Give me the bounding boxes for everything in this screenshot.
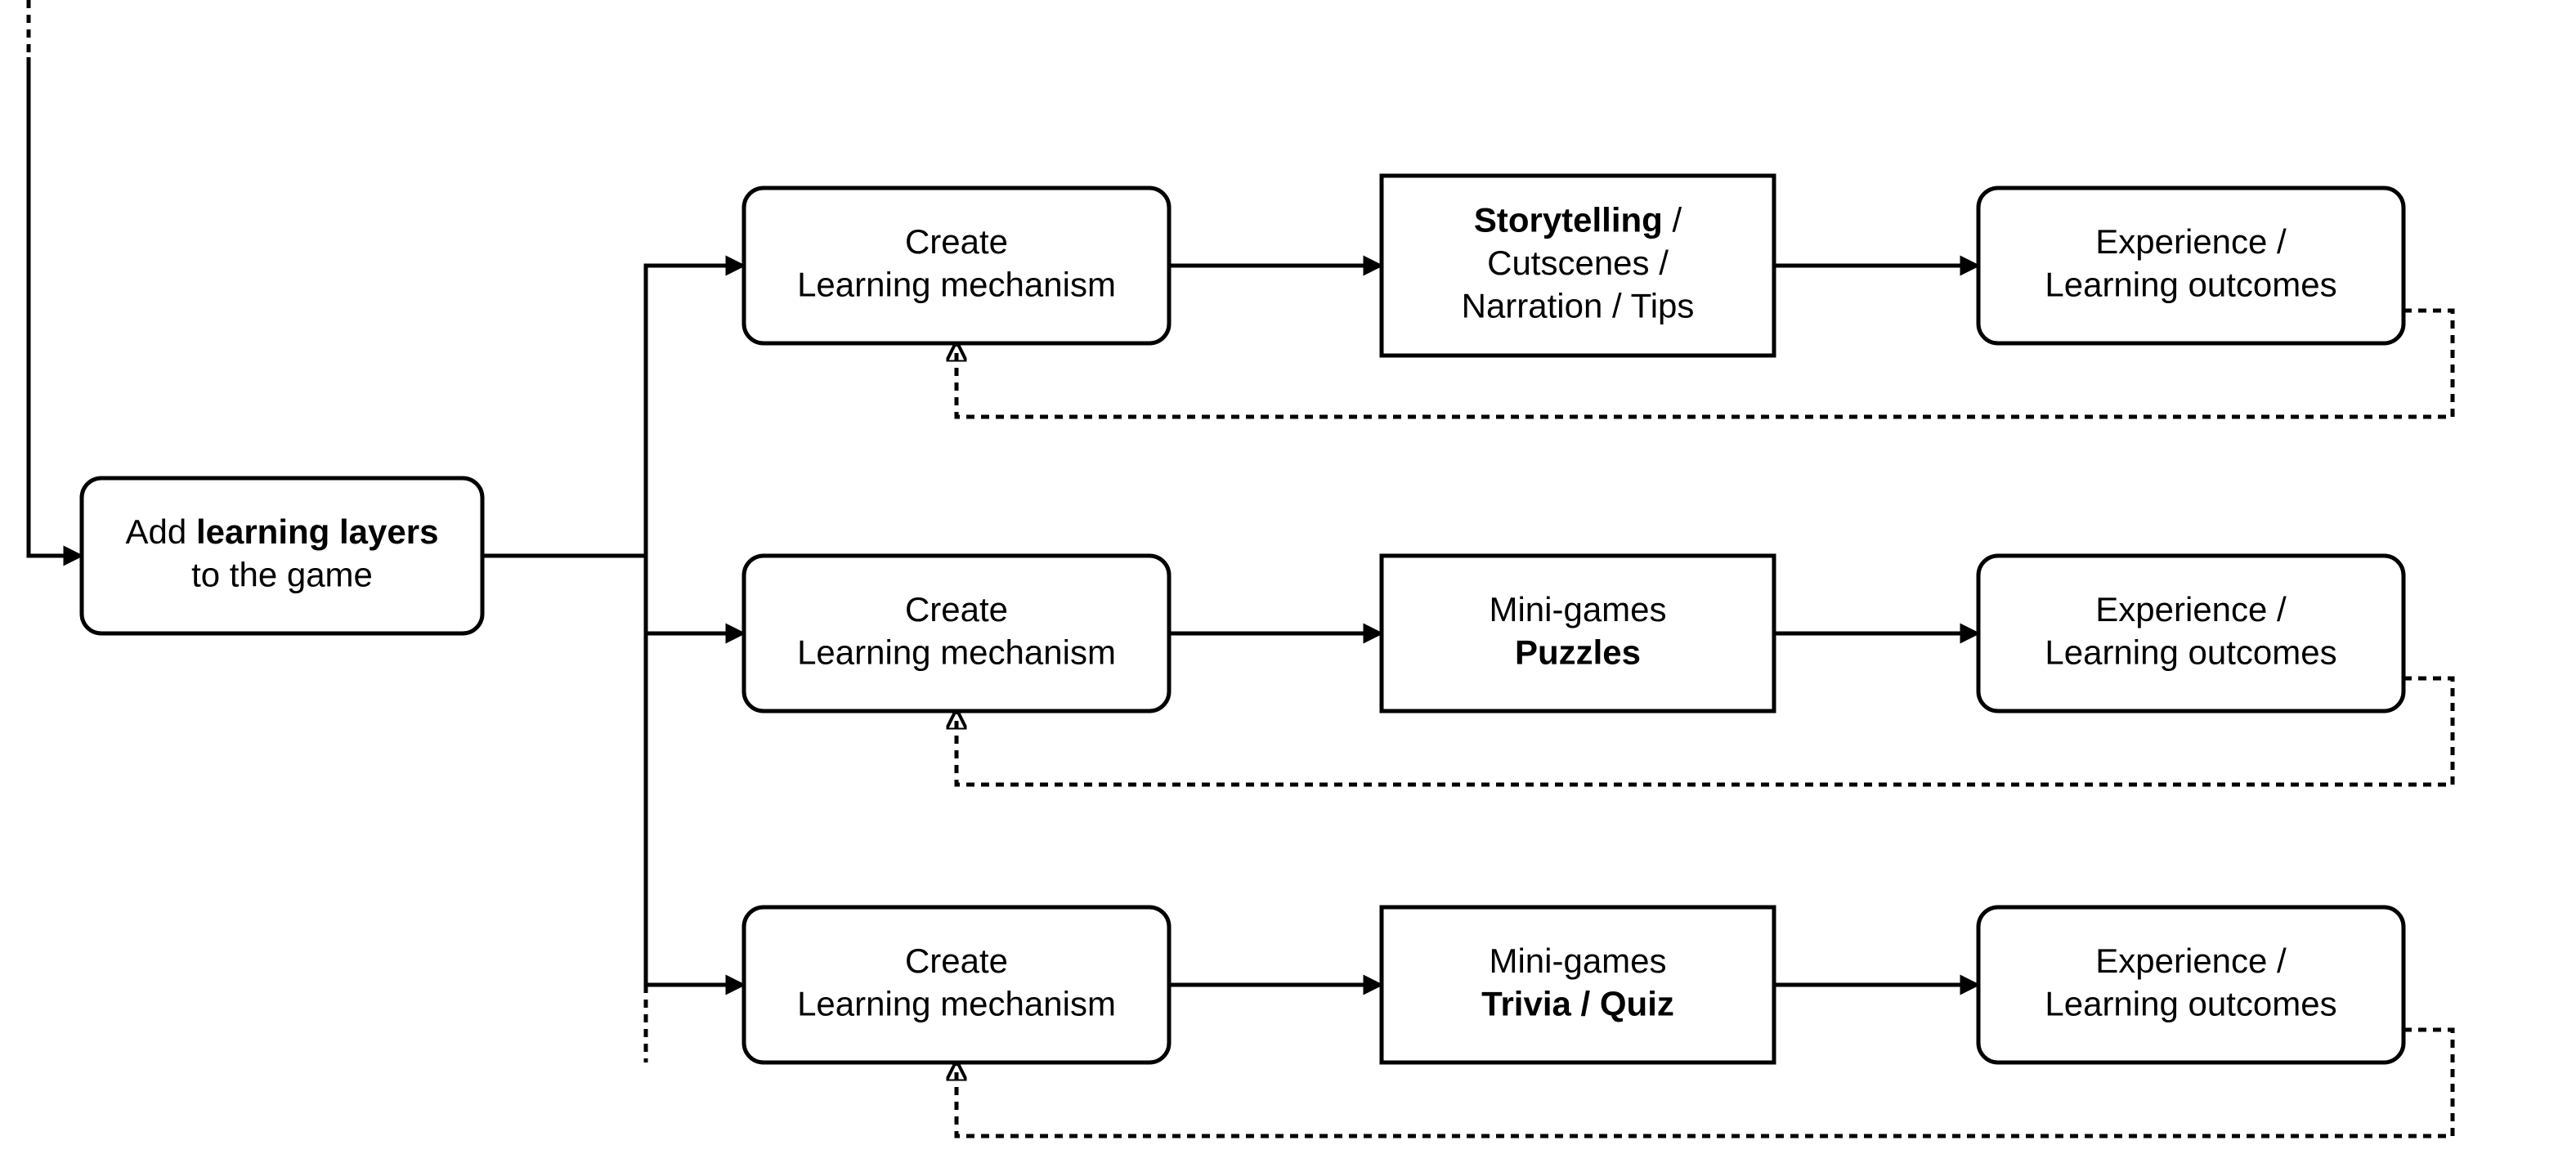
node-start: Add learning layers to the game [82, 478, 482, 633]
node-story-line1: Cutscenes / [1487, 244, 1669, 282]
edge-in_top [29, 57, 82, 556]
node-start-line0: Add learning layers [126, 512, 439, 551]
node-exp2: Experience / Learning outcomes [1978, 556, 2404, 711]
node-trivia-line0: Mini-games [1489, 942, 1666, 980]
node-exp1-line1: Learning outcomes [2045, 265, 2336, 303]
node-create3-line1: Learning mechanism [797, 984, 1116, 1022]
node-puzzles: Mini-games Puzzles [1382, 556, 1774, 711]
node-create1-line0: Create [905, 222, 1008, 261]
node-story-line2: Narration / Tips [1462, 287, 1695, 325]
node-exp1: Experience / Learning outcomes [1978, 188, 2404, 343]
flowchart-canvas: Add learning layers to the game Create Lear… [0, 0, 2576, 1163]
node-story: Storytelling / Cutscenes / Narration / Tip… [1382, 176, 1774, 356]
node-trivia-line1: Trivia / Quiz [1481, 984, 1674, 1022]
node-exp2-line0: Experience / [2095, 590, 2287, 628]
node-story-line0: Storytelling / [1474, 201, 1682, 239]
edge-s_c2 [482, 556, 744, 633]
node-exp2-line1: Learning outcomes [2045, 633, 2336, 671]
node-create1: Create Learning mechanism [744, 188, 1169, 343]
node-create3-line0: Create [905, 942, 1008, 980]
edge-s_c3 [482, 556, 744, 985]
node-start-line1: to the game [191, 555, 373, 593]
node-create2-line1: Learning mechanism [797, 633, 1116, 671]
node-create2: Create Learning mechanism [744, 556, 1169, 711]
node-exp1-line0: Experience / [2095, 222, 2287, 261]
node-trivia: Mini-games Trivia / Quiz [1382, 907, 1774, 1062]
node-create2-line0: Create [905, 590, 1008, 628]
node-create1-line1: Learning mechanism [797, 265, 1116, 303]
node-exp3-line1: Learning outcomes [2045, 984, 2336, 1022]
node-exp3: Experience / Learning outcomes [1978, 907, 2404, 1062]
node-puzzles-line0: Mini-games [1489, 590, 1666, 628]
node-exp3-line0: Experience / [2095, 942, 2287, 980]
node-create3: Create Learning mechanism [744, 907, 1169, 1062]
node-puzzles-line1: Puzzles [1515, 633, 1641, 671]
edge-s_c1 [482, 266, 744, 556]
